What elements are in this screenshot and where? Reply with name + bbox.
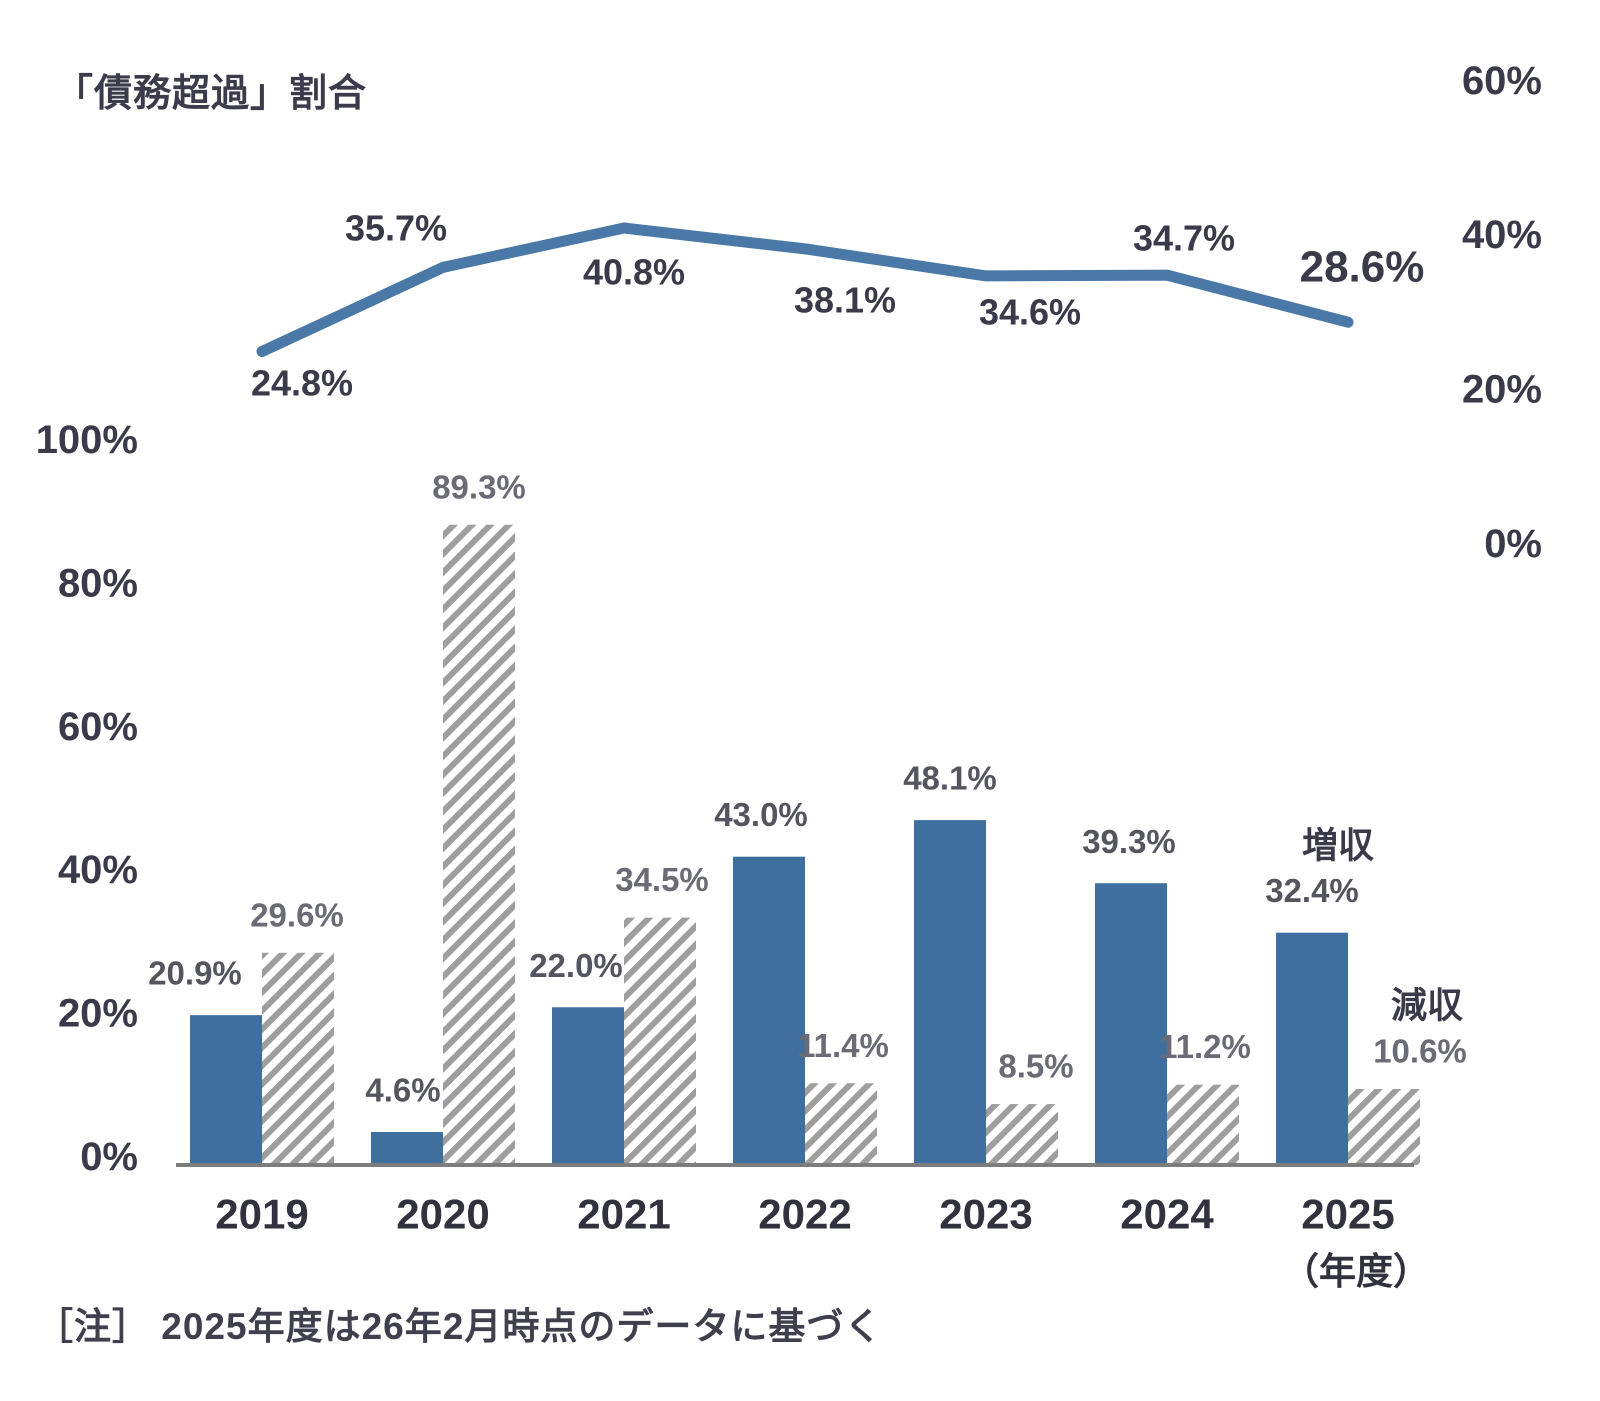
bar-value-label-減収-2019: 29.6% <box>250 896 344 933</box>
line-value-label-2023: 34.6% <box>979 292 1081 333</box>
line-debt-ratio <box>256 222 1354 358</box>
bar-value-label-減収-2022: 11.4% <box>797 1027 889 1064</box>
line-value-label-2019: 24.8% <box>251 363 353 404</box>
bar-value-label-増収-2019: 20.9% <box>148 955 242 992</box>
bar-value-label-減収-2020: 89.3% <box>432 468 526 505</box>
chart-title: 「債務超過」割合 <box>55 73 368 115</box>
bar-value-label-増収-2023: 48.1% <box>903 760 997 797</box>
left-axis-tick-20: 20% <box>58 992 138 1036</box>
x-axis-label-2020: 2020 <box>396 1191 489 1238</box>
x-axis-label-2023: 2023 <box>939 1191 1032 1238</box>
bar-減収-2024 <box>1167 1084 1239 1165</box>
x-axis-label-2019: 2019 <box>215 1191 308 1238</box>
right-axis-tick-60: 60% <box>1462 59 1542 103</box>
right-axis-tick-0: 0% <box>1484 522 1542 566</box>
right-axis-tick-40: 40% <box>1462 213 1542 257</box>
bar-value-label-減収-2024: 11.2% <box>1159 1028 1251 1065</box>
x-axis-label-2025: 2025 <box>1301 1191 1394 1238</box>
bar-増収-2021 <box>552 1007 624 1165</box>
bar-value-label-増収-2025: 32.4% <box>1265 872 1359 909</box>
line-value-label-2020: 35.7% <box>345 208 447 249</box>
bar-増収-2020 <box>371 1132 443 1165</box>
bar-増収-2025 <box>1276 932 1348 1165</box>
bar-減収-2025 <box>1348 1088 1420 1165</box>
line-value-label-2022: 38.1% <box>794 280 896 321</box>
line-value-label-2025: 28.6% <box>1300 242 1425 291</box>
footnote: ［注］ 2025年度は26年2月時点のデータに基づく <box>36 1306 883 1347</box>
bar-value-label-増収-2020: 4.6% <box>365 1072 440 1109</box>
line-value-label-2021: 40.8% <box>583 252 685 293</box>
x-axis-label-2021: 2021 <box>577 1191 670 1238</box>
x-axis-label-2022: 2022 <box>758 1191 851 1238</box>
bar-value-label-減収-2025: 10.6% <box>1373 1033 1467 1070</box>
bar-増収-2022 <box>733 856 805 1165</box>
bar-増収-2023 <box>914 820 986 1165</box>
bar-増収-2024 <box>1095 883 1167 1165</box>
left-axis-tick-60: 60% <box>58 705 138 749</box>
bar-減収-2019 <box>262 952 334 1165</box>
bar-value-label-増収-2022: 43.0% <box>714 796 808 833</box>
series-label-decrease: 減収 <box>1391 985 1463 1026</box>
bar-減収-2020 <box>443 524 515 1165</box>
left-axis-tick-40: 40% <box>58 848 138 892</box>
x-axis-unit-label: （年度） <box>1282 1251 1430 1292</box>
series-label-increase: 増収 <box>1302 825 1374 866</box>
line-value-label-2024: 34.7% <box>1133 218 1235 259</box>
bar-value-label-増収-2024: 39.3% <box>1082 823 1176 860</box>
left-axis-tick-100: 100% <box>36 418 138 462</box>
bar-value-label-減収-2021: 34.5% <box>615 861 709 898</box>
left-axis-tick-0: 0% <box>80 1135 138 1179</box>
left-axis-tick-80: 80% <box>58 561 138 605</box>
bar-増収-2019 <box>190 1015 262 1165</box>
right-axis-tick-20: 20% <box>1462 368 1542 412</box>
bar-減収-2023 <box>986 1104 1058 1165</box>
bar-減収-2021 <box>624 917 696 1165</box>
bar-value-label-減収-2023: 8.5% <box>998 1048 1073 1085</box>
bar-減収-2022 <box>805 1083 877 1165</box>
bar-value-label-増収-2021: 22.0% <box>529 947 623 984</box>
x-axis-label-2024: 2024 <box>1120 1191 1214 1238</box>
